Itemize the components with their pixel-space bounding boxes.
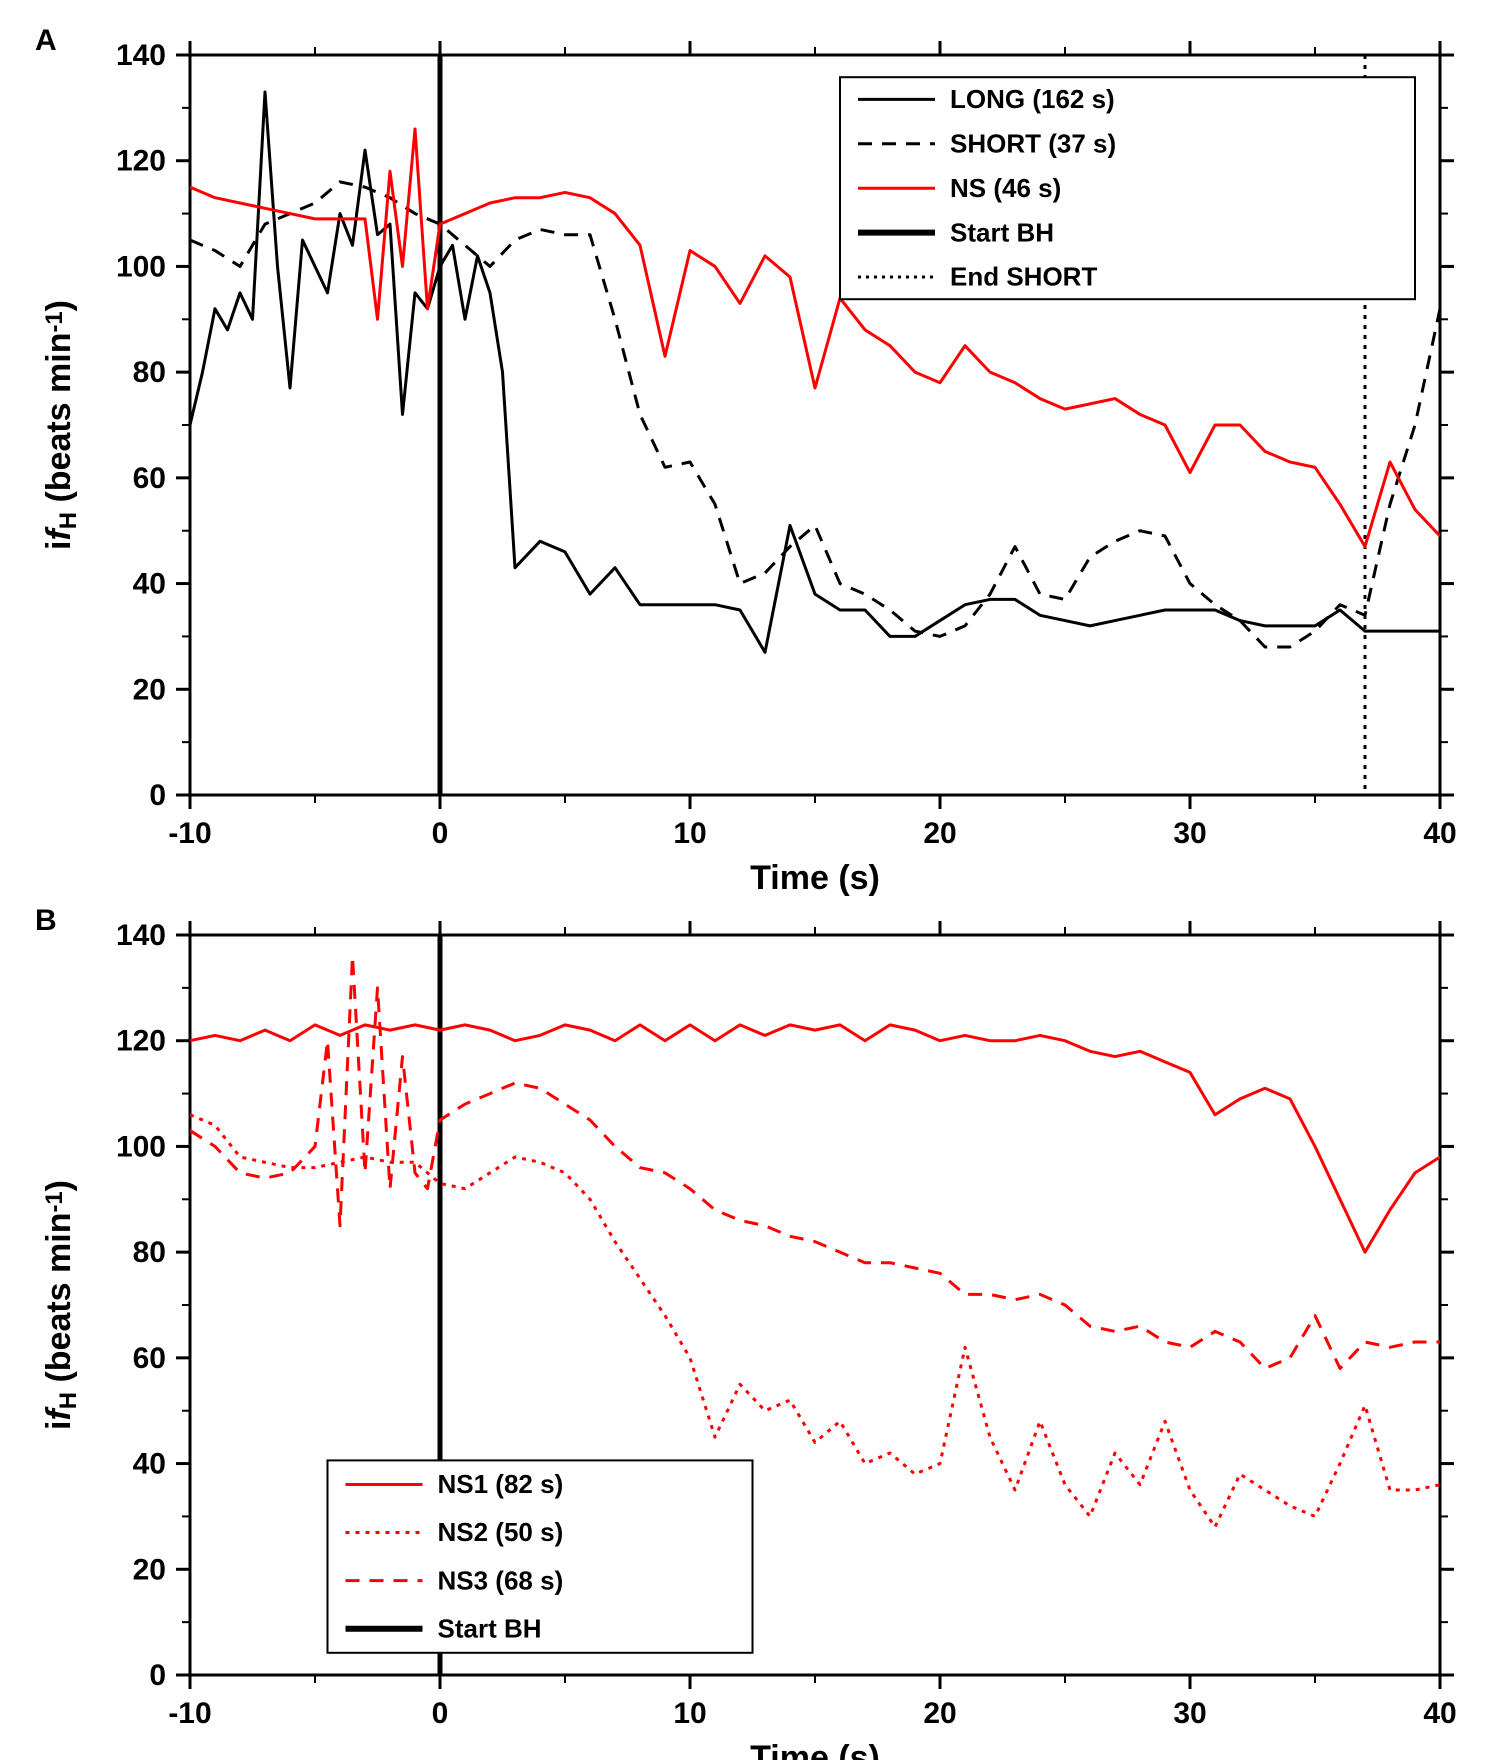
legend-label: Start BH — [438, 1613, 542, 1643]
x-tick-label: 40 — [1423, 1697, 1456, 1730]
y-axis-label: ifH (beats min-1) — [40, 1180, 82, 1430]
x-axis-label: Time (s) — [750, 859, 880, 897]
x-tick-label: 10 — [673, 1697, 706, 1730]
y-tick-label: 60 — [133, 462, 166, 495]
y-tick-label: 0 — [149, 1659, 166, 1692]
y-tick-label: 100 — [116, 1130, 166, 1163]
x-tick-label: 30 — [1173, 1697, 1206, 1730]
x-tick-label: 0 — [432, 1697, 449, 1730]
y-tick-label: 100 — [116, 250, 166, 283]
chart-svg: A-10010203040020406080100120140Time (s)i… — [0, 0, 1500, 1760]
series-ns1 — [190, 1025, 1440, 1252]
y-tick-label: 80 — [133, 356, 166, 389]
x-tick-label: -10 — [168, 817, 211, 850]
x-axis-label: Time (s) — [750, 1739, 880, 1760]
panel-label: A — [35, 24, 57, 57]
x-tick-label: -10 — [168, 1697, 211, 1730]
legend-label: End SHORT — [950, 262, 1097, 292]
y-axis-label: ifH (beats min-1) — [40, 300, 82, 550]
y-tick-label: 60 — [133, 1342, 166, 1375]
x-tick-label: 20 — [923, 817, 956, 850]
x-tick-label: 30 — [1173, 817, 1206, 850]
panel-label: B — [35, 904, 57, 937]
x-tick-label: 0 — [432, 817, 449, 850]
y-tick-label: 120 — [116, 1025, 166, 1058]
x-tick-label: 20 — [923, 1697, 956, 1730]
y-tick-label: 20 — [133, 673, 166, 706]
y-tick-label: 140 — [116, 919, 166, 952]
legend-label: NS (46 s) — [950, 173, 1061, 203]
series-ns3 — [190, 956, 1440, 1368]
y-tick-label: 40 — [133, 568, 166, 601]
y-tick-label: 40 — [133, 1448, 166, 1481]
y-tick-label: 120 — [116, 145, 166, 178]
legend-label: NS2 (50 s) — [438, 1517, 564, 1547]
x-tick-label: 40 — [1423, 817, 1456, 850]
x-tick-label: 10 — [673, 817, 706, 850]
legend-label: Start BH — [950, 217, 1054, 247]
figure-container: { "figure": { "width": 1500, "height": 1… — [0, 0, 1500, 1760]
y-tick-label: 20 — [133, 1553, 166, 1586]
legend-label: LONG (162 s) — [950, 84, 1115, 114]
y-tick-label: 140 — [116, 39, 166, 72]
legend-label: NS1 (82 s) — [438, 1469, 564, 1499]
y-tick-label: 0 — [149, 779, 166, 812]
legend-label: NS3 (68 s) — [438, 1565, 564, 1595]
legend-label: SHORT (37 s) — [950, 128, 1116, 158]
y-tick-label: 80 — [133, 1236, 166, 1269]
